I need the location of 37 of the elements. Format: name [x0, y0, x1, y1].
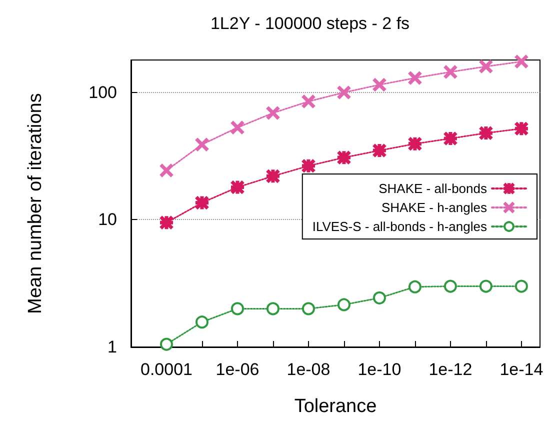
legend-label: ILVES-S - all-bonds - h-angles — [312, 219, 488, 234]
y-tick-label: 1 — [108, 338, 117, 356]
point — [195, 138, 208, 152]
point — [479, 280, 492, 293]
y-axis-title: Mean number of iterations — [25, 93, 46, 314]
legend-label: SHAKE - h-angles — [382, 200, 488, 215]
x-tick-label: 1e-12 — [428, 360, 472, 379]
point — [372, 291, 386, 304]
point — [160, 338, 173, 351]
point — [337, 86, 350, 99]
point — [230, 121, 244, 134]
point — [444, 65, 457, 78]
point — [230, 302, 244, 316]
y-tick-label: 10 — [98, 210, 117, 230]
point — [408, 280, 422, 294]
x-tick-label: 0.0001 — [140, 360, 192, 379]
y-tick-label: 100 — [88, 82, 117, 102]
point — [302, 94, 315, 108]
point — [266, 106, 280, 120]
point — [337, 298, 350, 312]
point — [372, 78, 386, 92]
legend-label: SHAKE - all-bonds — [378, 181, 488, 196]
point — [302, 302, 315, 316]
point — [160, 164, 173, 177]
point — [196, 316, 208, 329]
point — [514, 280, 528, 293]
x-tick-label: 1e-06 — [216, 360, 260, 379]
point — [479, 60, 492, 74]
x-tick-label: 1e-10 — [358, 360, 402, 379]
point — [444, 280, 457, 293]
x-tick-label: 1e-14 — [500, 360, 544, 379]
point — [514, 55, 528, 68]
chart-title: 1L2Y - 100000 steps - 2 fs — [210, 14, 410, 33]
x-axis-title: Tolerance — [294, 396, 377, 417]
point — [408, 71, 422, 84]
point — [266, 302, 280, 316]
x-tick-label: 1e-08 — [286, 360, 330, 379]
